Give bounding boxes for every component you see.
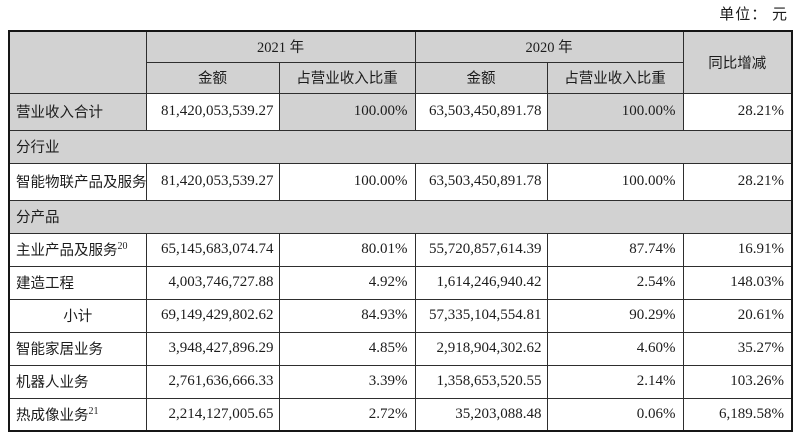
table-row-total-revenue: 营业收入合计 81,420,053,539.27 100.00% 63,503,…: [8, 92, 793, 131]
cell-amount-2021: 2,761,636,666.33: [145, 364, 280, 399]
cell-pct-2020: 90.29%: [546, 298, 684, 333]
table-row-construction: 建造工程 4,003,746,727.88 4.92% 1,614,246,94…: [8, 265, 793, 300]
header-row-years: 2021 年 2020 年 同比增减: [8, 30, 793, 94]
header-amount-2021: 金额: [145, 61, 280, 94]
cell-amount-2020: 1,358,653,520.55: [414, 364, 548, 399]
cell-yoy: 35.27%: [682, 331, 793, 366]
cell-amount-2020: 57,335,104,554.81: [414, 298, 548, 333]
cell-pct-2020: 2.54%: [546, 265, 684, 300]
cell-amount-2020: 63,503,450,891.78: [414, 162, 548, 201]
cell-yoy: 6,189.58%: [682, 397, 793, 432]
section-label: 分产品: [8, 199, 793, 234]
cell-pct-2020: 4.60%: [546, 331, 684, 366]
cell-amount-2021: 2,214,127,005.65: [145, 397, 280, 432]
section-row-by-product: 分产品: [8, 199, 793, 234]
row-label: 智能物联产品及服务: [8, 162, 147, 201]
section-row-by-industry: 分行业: [8, 129, 793, 164]
row-label: 营业收入合计: [8, 92, 147, 131]
cell-amount-2020: 35,203,088.48: [414, 397, 548, 432]
cell-amount-2021: 81,420,053,539.27: [145, 92, 280, 131]
row-label: 智能家居业务: [8, 331, 147, 366]
cell-yoy: 28.21%: [682, 162, 793, 201]
footnote-ref: 21: [88, 405, 99, 417]
header-amount-2020: 金额: [414, 61, 548, 94]
cell-yoy: 148.03%: [682, 265, 793, 300]
cell-pct-2020: 100.00%: [546, 92, 684, 131]
table-row-thermal-imaging: 热成像业务21 2,214,127,005.65 2.72% 35,203,08…: [8, 397, 793, 432]
header-year-2020: 2020 年: [414, 30, 684, 63]
cell-pct-2021: 2.72%: [278, 397, 416, 432]
row-label: 小计: [8, 298, 147, 333]
cell-pct-2021: 100.00%: [278, 162, 416, 201]
cell-amount-2020: 55,720,857,614.39: [414, 232, 548, 267]
row-label: 机器人业务: [8, 364, 147, 399]
cell-pct-2020: 2.14%: [546, 364, 684, 399]
header-yoy-change: 同比增减: [682, 30, 793, 94]
table-row-robotics: 机器人业务 2,761,636,666.33 3.39% 1,358,653,5…: [8, 364, 793, 399]
cell-amount-2021: 69,149,429,802.62: [145, 298, 280, 333]
section-label: 分行业: [8, 129, 793, 164]
cell-yoy: 103.26%: [682, 364, 793, 399]
row-label: 建造工程: [8, 265, 147, 300]
cell-pct-2020: 100.00%: [546, 162, 684, 201]
cell-amount-2021: 4,003,746,727.88: [145, 265, 280, 300]
row-label: 主业产品及服务20: [8, 232, 147, 267]
cell-yoy: 16.91%: [682, 232, 793, 267]
cell-pct-2021: 80.01%: [278, 232, 416, 267]
table-row-aiot-products: 智能物联产品及服务 81,420,053,539.27 100.00% 63,5…: [8, 162, 793, 201]
header-blank-cell: [8, 30, 147, 94]
row-label: 热成像业务21: [8, 397, 147, 432]
cell-pct-2021: 4.85%: [278, 331, 416, 366]
revenue-breakdown-table: 2021 年 2020 年 同比增减 金额 占营业收入比重 金额 占营业收入比重…: [8, 30, 793, 432]
cell-pct-2021: 3.39%: [278, 364, 416, 399]
unit-label: 单位： 元: [719, 7, 788, 23]
cell-amount-2021: 65,145,683,074.74: [145, 232, 280, 267]
cell-pct-2020: 87.74%: [546, 232, 684, 267]
cell-amount-2020: 1,614,246,940.42: [414, 265, 548, 300]
header-row-metrics: 金额 占营业收入比重 金额 占营业收入比重: [9, 61, 792, 94]
cell-amount-2021: 3,948,427,896.29: [145, 331, 280, 366]
header-year-2021: 2021 年: [145, 30, 416, 63]
cell-pct-2021: 4.92%: [278, 265, 416, 300]
cell-amount-2020: 2,918,904,302.62: [414, 331, 548, 366]
header-pct-2021: 占营业收入比重: [278, 61, 416, 94]
header-pct-2020: 占营业收入比重: [546, 61, 684, 94]
table-row-main-products: 主业产品及服务20 65,145,683,074.74 80.01% 55,72…: [8, 232, 793, 267]
cell-amount-2020: 63,503,450,891.78: [414, 92, 548, 131]
cell-amount-2021: 81,420,053,539.27: [145, 162, 280, 201]
cell-pct-2020: 0.06%: [546, 397, 684, 432]
cell-pct-2021: 100.00%: [278, 92, 416, 131]
table-row-smart-home: 智能家居业务 3,948,427,896.29 4.85% 2,918,904,…: [8, 331, 793, 366]
cell-yoy: 28.21%: [682, 92, 793, 131]
cell-pct-2021: 84.93%: [278, 298, 416, 333]
table-row-subtotal: 小计 69,149,429,802.62 84.93% 57,335,104,5…: [8, 298, 793, 333]
footnote-ref: 20: [117, 241, 128, 253]
cell-yoy: 20.61%: [682, 298, 793, 333]
